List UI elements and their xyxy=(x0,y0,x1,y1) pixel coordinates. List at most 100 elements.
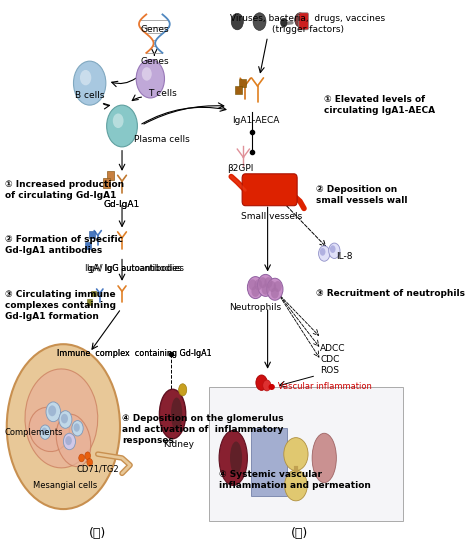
Text: IgA/ IgG autoantibodies: IgA/ IgG autoantibodies xyxy=(87,264,182,273)
Ellipse shape xyxy=(25,369,98,468)
Ellipse shape xyxy=(7,344,120,509)
Ellipse shape xyxy=(230,441,242,474)
Ellipse shape xyxy=(56,414,91,467)
FancyBboxPatch shape xyxy=(87,299,92,305)
Circle shape xyxy=(262,284,270,295)
Text: (trigger factors): (trigger factors) xyxy=(272,25,344,34)
Text: Immune  complex  containing Gd-IgA1: Immune complex containing Gd-IgA1 xyxy=(57,349,211,358)
Text: complexes containing: complexes containing xyxy=(5,301,116,310)
FancyBboxPatch shape xyxy=(103,178,110,188)
Text: ② Deposition on: ② Deposition on xyxy=(316,185,397,194)
Text: Complements: Complements xyxy=(5,428,63,436)
Text: (１): (１) xyxy=(89,527,106,541)
Circle shape xyxy=(85,452,91,460)
Text: T cells: T cells xyxy=(148,89,177,98)
Circle shape xyxy=(263,380,271,391)
FancyBboxPatch shape xyxy=(299,13,309,30)
Circle shape xyxy=(257,274,273,296)
Text: IgA/ IgG autoantibodies: IgA/ IgG autoantibodies xyxy=(85,264,183,273)
Text: ROS: ROS xyxy=(320,365,339,375)
Text: Neutrophils: Neutrophils xyxy=(229,303,282,312)
Circle shape xyxy=(284,437,308,471)
Circle shape xyxy=(80,70,91,85)
Text: ③ Circulating immune: ③ Circulating immune xyxy=(5,290,115,299)
Text: Genes: Genes xyxy=(140,57,169,66)
Text: ② Formation of specific: ② Formation of specific xyxy=(5,235,123,244)
Ellipse shape xyxy=(219,430,247,485)
Ellipse shape xyxy=(171,397,182,430)
Circle shape xyxy=(319,246,330,261)
Circle shape xyxy=(64,433,75,450)
Ellipse shape xyxy=(179,384,187,396)
Circle shape xyxy=(259,277,267,288)
Text: ④ Deposition on the glomerulus: ④ Deposition on the glomerulus xyxy=(122,414,283,423)
Text: Plasma cells: Plasma cells xyxy=(134,136,190,144)
Circle shape xyxy=(254,279,263,290)
Circle shape xyxy=(273,281,282,292)
Circle shape xyxy=(330,245,336,253)
Circle shape xyxy=(264,277,273,288)
Circle shape xyxy=(247,277,264,299)
Circle shape xyxy=(248,279,257,290)
Circle shape xyxy=(79,454,84,462)
Text: inflammation and permeation: inflammation and permeation xyxy=(219,481,371,490)
Circle shape xyxy=(48,406,56,416)
Circle shape xyxy=(42,428,47,435)
Text: β2GPI: β2GPI xyxy=(227,164,254,173)
Circle shape xyxy=(107,105,137,147)
Circle shape xyxy=(328,243,340,258)
Circle shape xyxy=(268,281,276,292)
Circle shape xyxy=(256,375,267,390)
Text: Kidney: Kidney xyxy=(163,440,194,450)
Text: (２): (２) xyxy=(292,527,309,541)
Text: Viruses, bacteria,  drugs, vaccines: Viruses, bacteria, drugs, vaccines xyxy=(230,14,386,24)
Text: Small vessels: Small vessels xyxy=(241,212,302,222)
Circle shape xyxy=(65,436,72,445)
Text: and activation of  inflammatory: and activation of inflammatory xyxy=(122,425,283,434)
Circle shape xyxy=(136,60,164,98)
Circle shape xyxy=(73,61,106,105)
Circle shape xyxy=(320,248,326,256)
Text: Mesangial cells: Mesangial cells xyxy=(33,481,97,490)
Circle shape xyxy=(295,13,305,27)
Text: ④ Systemic vascular: ④ Systemic vascular xyxy=(219,470,322,479)
FancyBboxPatch shape xyxy=(89,231,95,237)
Text: ADCC: ADCC xyxy=(320,344,346,353)
Circle shape xyxy=(61,414,68,424)
Text: B cells: B cells xyxy=(75,91,104,100)
Circle shape xyxy=(253,13,266,30)
Text: of circulating Gd-IgA1: of circulating Gd-IgA1 xyxy=(5,191,116,201)
FancyBboxPatch shape xyxy=(85,242,91,249)
Circle shape xyxy=(113,114,124,128)
Circle shape xyxy=(251,286,260,297)
Circle shape xyxy=(142,67,152,80)
Text: circulating IgA1-AECA: circulating IgA1-AECA xyxy=(324,106,435,115)
Text: IgA1-AECA: IgA1-AECA xyxy=(232,116,279,125)
Text: IL-8: IL-8 xyxy=(337,252,353,261)
Text: Gd-IgA1: Gd-IgA1 xyxy=(104,199,140,209)
Text: ① Increased production: ① Increased production xyxy=(5,180,124,190)
Text: responses: responses xyxy=(122,436,174,445)
Text: CD71/TG2: CD71/TG2 xyxy=(76,464,119,473)
FancyBboxPatch shape xyxy=(239,79,246,87)
FancyBboxPatch shape xyxy=(242,174,297,206)
Circle shape xyxy=(271,288,279,299)
Circle shape xyxy=(46,402,61,422)
Text: ① Elevated levels of: ① Elevated levels of xyxy=(324,95,425,104)
Circle shape xyxy=(267,278,283,300)
Text: Gd-IgA1 antibodies: Gd-IgA1 antibodies xyxy=(5,246,102,255)
FancyBboxPatch shape xyxy=(91,291,96,296)
Circle shape xyxy=(72,420,83,436)
Text: Gd-IgA1: Gd-IgA1 xyxy=(104,199,140,209)
FancyBboxPatch shape xyxy=(251,428,287,496)
Circle shape xyxy=(284,470,307,501)
FancyBboxPatch shape xyxy=(209,386,403,521)
Text: small vessels wall: small vessels wall xyxy=(316,196,408,205)
Ellipse shape xyxy=(159,389,186,439)
Circle shape xyxy=(40,425,50,439)
Circle shape xyxy=(231,13,243,30)
Text: CDC: CDC xyxy=(320,354,339,364)
Ellipse shape xyxy=(29,407,69,452)
Circle shape xyxy=(87,458,92,466)
Circle shape xyxy=(281,18,287,27)
